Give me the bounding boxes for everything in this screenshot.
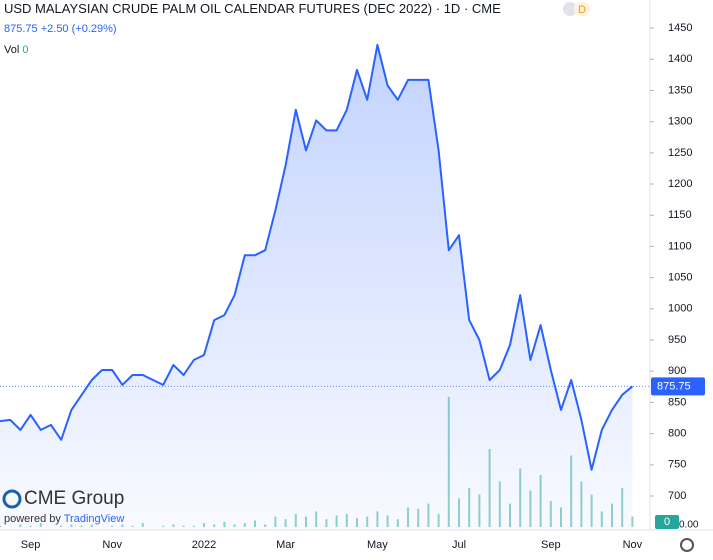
y-tick-label: 1350: [668, 84, 692, 96]
vol-legend: Vol 0: [4, 44, 28, 56]
y-tick-label: 850: [668, 396, 686, 408]
y-tick-label: 1100: [668, 240, 692, 252]
logo-text: CME Group: [24, 488, 124, 509]
logo-icon: [2, 489, 22, 509]
x-tick-label: Nov: [102, 539, 122, 551]
badge: [574, 2, 590, 16]
title: USD MALAYSIAN CRUDE PALM OIL CALENDAR FU…: [4, 1, 501, 16]
x-tick-label: Jul: [452, 539, 466, 551]
y-tick-label: 800: [668, 428, 686, 440]
volume-badge: [655, 515, 679, 529]
y-tick-label: 1200: [668, 178, 692, 190]
last-price-box: [651, 377, 705, 396]
x-tick-label: Mar: [276, 539, 295, 551]
powered-text: powered by: [4, 513, 61, 525]
y-tick-label: 1300: [668, 116, 692, 128]
legend: 875.75 +2.50 (+0.29%): [4, 23, 117, 35]
settings-icon[interactable]: [680, 538, 694, 552]
plot: [0, 43, 634, 531]
area-fill: [0, 44, 633, 531]
y-tick-label: 950: [668, 334, 686, 346]
x-tick-label: Sep: [541, 539, 561, 551]
change-pct: (+0.29%): [72, 23, 117, 35]
y-tick-label: 1400: [668, 53, 692, 65]
status-dot: [563, 2, 577, 16]
y-tick-label: 700: [668, 490, 686, 502]
price-line: [0, 43, 634, 471]
y-tick-label: 1000: [668, 303, 692, 315]
y-tick-label: 900: [668, 365, 686, 377]
x-tick-label: Sep: [21, 539, 41, 551]
x-tick-label: May: [367, 539, 388, 551]
y-tick-label: 750: [668, 459, 686, 471]
last: 875.75: [4, 23, 38, 35]
y-tick-label: 1050: [668, 272, 692, 284]
last-price-label: 875.75: [657, 380, 691, 392]
interval: 1D: [444, 1, 461, 16]
y-tick-label: 1450: [668, 22, 692, 34]
change: +2.50: [41, 23, 69, 35]
y-tick-label: 1250: [668, 147, 692, 159]
x-tick-label: Nov: [623, 539, 643, 551]
provider: TradingView: [64, 513, 125, 525]
symbol: USD MALAYSIAN CRUDE PALM OIL CALENDAR FU…: [4, 1, 432, 16]
badge-text: D: [578, 4, 586, 16]
volume-badge-text: 0: [664, 516, 670, 528]
vol-value: 0: [22, 44, 28, 56]
logo: CME Group powered by TradingView: [2, 488, 124, 525]
y-tick-label: 1150: [668, 209, 692, 221]
powered: powered by TradingView: [4, 513, 124, 525]
x-tick-label: 2022: [192, 539, 216, 551]
exchange: CME: [472, 1, 501, 16]
volume-tick-label: 0.00: [679, 520, 699, 531]
vol-label: Vol: [4, 44, 19, 56]
